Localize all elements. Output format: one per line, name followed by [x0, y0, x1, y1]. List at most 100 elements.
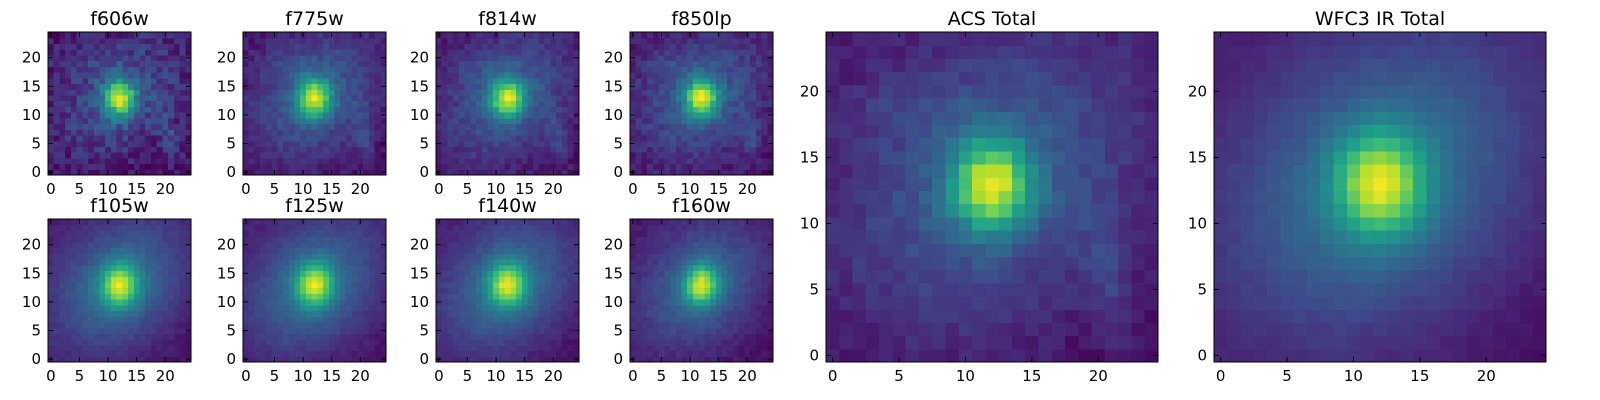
- heatmap-cell: [664, 112, 671, 119]
- heatmap-cell: [116, 219, 123, 226]
- heatmap-cell: [340, 304, 347, 312]
- heatmap-cell: [436, 287, 443, 294]
- heatmap-cell: [761, 66, 768, 73]
- heatmap-cell: [498, 230, 506, 237]
- heatmap-cell: [76, 134, 83, 142]
- heatmap-cell: [687, 299, 694, 306]
- heatmap-cell: [265, 60, 273, 67]
- heatmap-cell: [710, 287, 717, 294]
- heatmap-cell: [53, 293, 61, 300]
- heatmap-cell: [48, 339, 55, 346]
- heatmap-cell: [323, 299, 330, 306]
- heatmap-cell: [345, 333, 353, 340]
- heatmap-cell: [510, 49, 517, 56]
- heatmap-cell: [533, 253, 540, 260]
- heatmap-cell: [271, 117, 278, 125]
- heatmap-cell: [681, 117, 688, 125]
- heatmap-cell: [533, 129, 540, 136]
- heatmap-cell: [573, 60, 580, 67]
- heatmap-cell: [732, 327, 740, 334]
- heatmap-cell: [260, 123, 267, 130]
- heatmap-cell: [556, 264, 563, 272]
- heatmap-cell: [458, 169, 466, 176]
- heatmap-cell: [305, 281, 313, 289]
- heatmap-cell: [128, 43, 135, 50]
- heatmap-cell: [173, 299, 181, 306]
- heatmap-cell: [323, 117, 330, 125]
- panel-title: f606w: [90, 8, 149, 30]
- heatmap-cell: [698, 94, 705, 102]
- heatmap-cell: [368, 100, 376, 107]
- heatmap-cell: [687, 72, 694, 79]
- heatmap-cell: [664, 72, 671, 79]
- heatmap-cell: [288, 259, 296, 266]
- heatmap-cell: [300, 37, 307, 45]
- heatmap-cell: [510, 293, 517, 300]
- heatmap-cell: [670, 123, 677, 130]
- heatmap-cell: [323, 129, 330, 136]
- heatmap-cell: [710, 293, 717, 300]
- heatmap-cell: [374, 241, 381, 249]
- heatmap-cell: [110, 94, 118, 102]
- heatmap-cell: [470, 129, 477, 136]
- heatmap-cell: [533, 37, 540, 45]
- heatmap-cell: [573, 100, 580, 107]
- heatmap-cell: [521, 270, 529, 277]
- heatmap-cell: [738, 163, 745, 170]
- heatmap-cell: [704, 43, 711, 50]
- heatmap-cell: [476, 276, 483, 283]
- heatmap-cell: [334, 49, 341, 56]
- heatmap-cell: [664, 316, 671, 323]
- heatmap-cell: [698, 299, 705, 306]
- heatmap-cell: [681, 134, 688, 142]
- heatmap-cell: [692, 169, 700, 176]
- heatmap-cell: [374, 49, 381, 56]
- heatmap-cell: [340, 123, 347, 130]
- heatmap-cell: [156, 230, 163, 237]
- heatmap-cell: [498, 327, 506, 334]
- heatmap-cell: [704, 163, 711, 170]
- heatmap-cell: [476, 134, 483, 142]
- heatmap-cell: [641, 123, 648, 130]
- heatmap-cell: [88, 123, 95, 130]
- heatmap-cell: [453, 327, 460, 334]
- heatmap-cell: [351, 247, 358, 254]
- heatmap-cell: [374, 89, 381, 96]
- heatmap-cell: [374, 146, 381, 153]
- heatmap-cell: [70, 310, 78, 317]
- heatmap-cell: [704, 350, 711, 357]
- heatmap-cell: [99, 66, 106, 73]
- heatmap-cell: [670, 43, 677, 50]
- heatmap-cell: [721, 134, 728, 142]
- heatmap-cell: [288, 293, 296, 300]
- heatmap-cell: [567, 224, 574, 232]
- heatmap-cell: [504, 60, 511, 67]
- heatmap-cell: [150, 241, 158, 249]
- heatmap-cell: [681, 123, 688, 130]
- heatmap-cell: [162, 100, 169, 107]
- heatmap-cell: [681, 129, 688, 136]
- heatmap-cell: [447, 281, 454, 289]
- heatmap-cell: [116, 356, 123, 363]
- heatmap-cell: [692, 100, 700, 107]
- heatmap-cell: [173, 287, 181, 294]
- heatmap-cell: [447, 304, 454, 312]
- heatmap-cell: [248, 344, 256, 352]
- heatmap-cell: [150, 333, 158, 340]
- heatmap-cell: [243, 333, 250, 340]
- heatmap-cell: [70, 157, 78, 165]
- heatmap-cell: [110, 146, 118, 153]
- heatmap-cell: [510, 316, 517, 323]
- heatmap-cell: [767, 316, 774, 323]
- heatmap-cell: [710, 333, 717, 340]
- heatmap-cell: [647, 72, 654, 79]
- heatmap-cell: [487, 60, 494, 67]
- heatmap-cell: [351, 112, 358, 119]
- heatmap-cell: [738, 293, 745, 300]
- heatmap-cell: [533, 264, 540, 272]
- heatmap-cell: [271, 60, 278, 67]
- heatmap-cell: [185, 106, 192, 113]
- heatmap-cell: [328, 276, 336, 283]
- heatmap-cell: [510, 140, 517, 147]
- heatmap-cell: [573, 129, 580, 136]
